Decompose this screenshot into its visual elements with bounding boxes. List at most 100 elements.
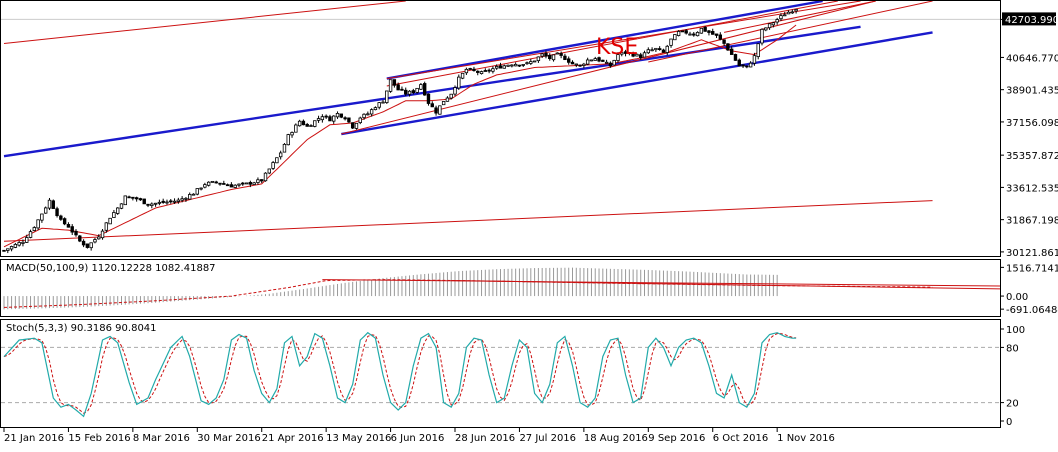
candle-body xyxy=(722,39,726,44)
candle-body xyxy=(119,203,124,209)
x-tick-label: 8 Mar 2016 xyxy=(133,433,190,444)
trend-line xyxy=(723,1,876,33)
candle-body xyxy=(597,57,601,62)
candle xyxy=(536,56,541,63)
candle xyxy=(81,239,86,248)
macd-plot-area xyxy=(3,267,1000,310)
candle-body xyxy=(498,65,503,69)
candle-body xyxy=(525,62,529,65)
candle-body xyxy=(260,179,264,182)
candle-body xyxy=(639,54,643,59)
candle xyxy=(532,60,537,63)
candle-body xyxy=(294,124,298,133)
price-y-tick-label: 31867.1980 xyxy=(1006,216,1058,227)
candle-body xyxy=(548,54,552,60)
candle-body xyxy=(366,113,370,116)
candle xyxy=(104,222,109,233)
candle xyxy=(17,240,21,247)
stoch-y-tick-label: 80 xyxy=(1006,343,1019,354)
candle xyxy=(506,64,510,67)
candle-body xyxy=(51,200,55,209)
candle-body xyxy=(703,26,707,32)
candle xyxy=(737,58,741,67)
candle-body xyxy=(661,49,666,53)
candle xyxy=(525,61,529,65)
candle xyxy=(540,52,544,59)
candle-body xyxy=(381,101,385,104)
candle xyxy=(479,70,484,75)
candle xyxy=(244,182,249,185)
candle-body xyxy=(748,62,753,68)
candle xyxy=(635,53,639,57)
candle xyxy=(233,184,237,189)
candle-body xyxy=(567,58,571,63)
candle-body xyxy=(97,236,101,240)
candle-body xyxy=(616,54,620,61)
candle xyxy=(642,50,647,58)
macd-panel: 1516.71418 0.00 -691.06484 xyxy=(3,263,1058,316)
candle xyxy=(214,180,218,184)
trend-line xyxy=(3,25,861,158)
candle xyxy=(142,198,146,205)
candle xyxy=(199,187,203,191)
candle xyxy=(25,234,29,243)
trend-line xyxy=(648,1,933,63)
candle xyxy=(430,101,434,108)
price-panel-frame xyxy=(0,0,1001,257)
candle xyxy=(639,52,643,60)
candle-body xyxy=(354,122,359,129)
candle xyxy=(66,222,71,228)
macd-y-tick-label: 0.00 xyxy=(1006,292,1028,303)
candle-body xyxy=(673,34,677,41)
candle-body xyxy=(684,30,688,34)
candle-body xyxy=(441,101,446,106)
candle-body xyxy=(222,183,226,185)
candle-body xyxy=(415,87,419,93)
candle-body xyxy=(74,230,78,236)
candle xyxy=(271,160,275,170)
candle xyxy=(210,180,215,183)
candle-body xyxy=(225,184,230,187)
candle-body xyxy=(790,11,795,14)
candle xyxy=(150,202,154,209)
candle xyxy=(711,28,715,35)
candle-body xyxy=(252,182,256,185)
candle xyxy=(415,87,419,94)
candle xyxy=(13,242,18,249)
candle xyxy=(112,209,116,218)
candle-body xyxy=(116,207,120,214)
candle xyxy=(567,56,571,65)
candle-body xyxy=(502,65,506,69)
candle xyxy=(422,81,427,96)
candle-body xyxy=(108,217,112,225)
macd-trend-line xyxy=(451,280,1000,290)
candle-body xyxy=(491,68,495,72)
candle xyxy=(707,30,711,36)
candle-body xyxy=(449,93,453,99)
candle xyxy=(229,182,234,188)
price-panel: 40646.7700 38901.4350 37156.0980 35357.8720… xyxy=(1,1,1058,259)
candle xyxy=(218,182,222,186)
candle xyxy=(718,32,723,41)
candle xyxy=(153,202,158,207)
candle xyxy=(290,131,294,138)
candle-body xyxy=(532,60,537,63)
candle xyxy=(407,90,412,97)
candle-body xyxy=(404,89,408,95)
candle xyxy=(548,53,552,61)
candle xyxy=(184,196,188,202)
candle xyxy=(764,27,768,32)
candle xyxy=(62,217,67,226)
candle-body xyxy=(745,65,749,68)
candle xyxy=(657,46,662,51)
candle xyxy=(252,181,256,186)
price-y-tick-label: 40646.7700 xyxy=(1006,53,1058,64)
candle-body xyxy=(9,246,14,250)
x-tick-label: 21 Jan 2016 xyxy=(4,433,64,444)
candle xyxy=(78,234,82,243)
candle-body xyxy=(521,63,525,66)
candle-body xyxy=(150,203,154,206)
candle xyxy=(55,206,59,218)
candle xyxy=(680,30,685,33)
candle-body xyxy=(593,58,597,61)
